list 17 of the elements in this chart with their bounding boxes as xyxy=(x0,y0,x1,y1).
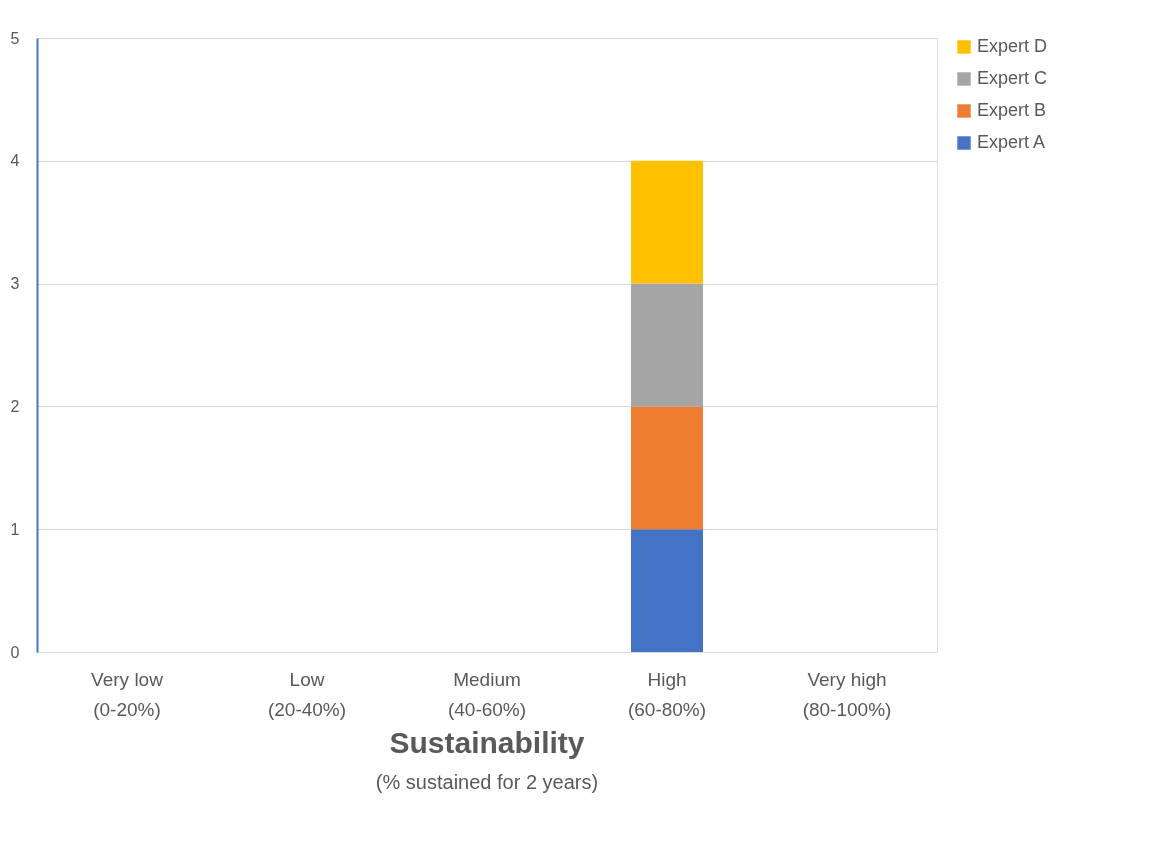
y-tick-label: 5 xyxy=(10,29,20,47)
x-axis-title: Sustainability xyxy=(389,726,585,759)
x-tick-label: Very low (0-20%) xyxy=(91,668,164,720)
x-tick-label: High (60-80%) xyxy=(627,668,707,720)
y-tick-label: 1 xyxy=(10,520,20,538)
x-tick-label: Medium (40-60%) xyxy=(447,668,527,720)
x-tick-label: Very high (80-100%) xyxy=(802,668,892,720)
x-tick-label: Low (20-40%) xyxy=(267,668,347,720)
y-tick-label: 4 xyxy=(10,152,20,170)
legend-label: Expert D xyxy=(977,36,1048,56)
y-tick-label: 3 xyxy=(10,275,20,293)
y-tick-label: 0 xyxy=(10,643,20,661)
y-tick-label: 2 xyxy=(10,397,20,415)
legend-label: Expert A xyxy=(977,132,1046,152)
legend-label: Expert C xyxy=(977,68,1048,88)
text: (% sustained for 2 years) xyxy=(375,771,599,793)
legend-label: Expert B xyxy=(977,100,1047,120)
